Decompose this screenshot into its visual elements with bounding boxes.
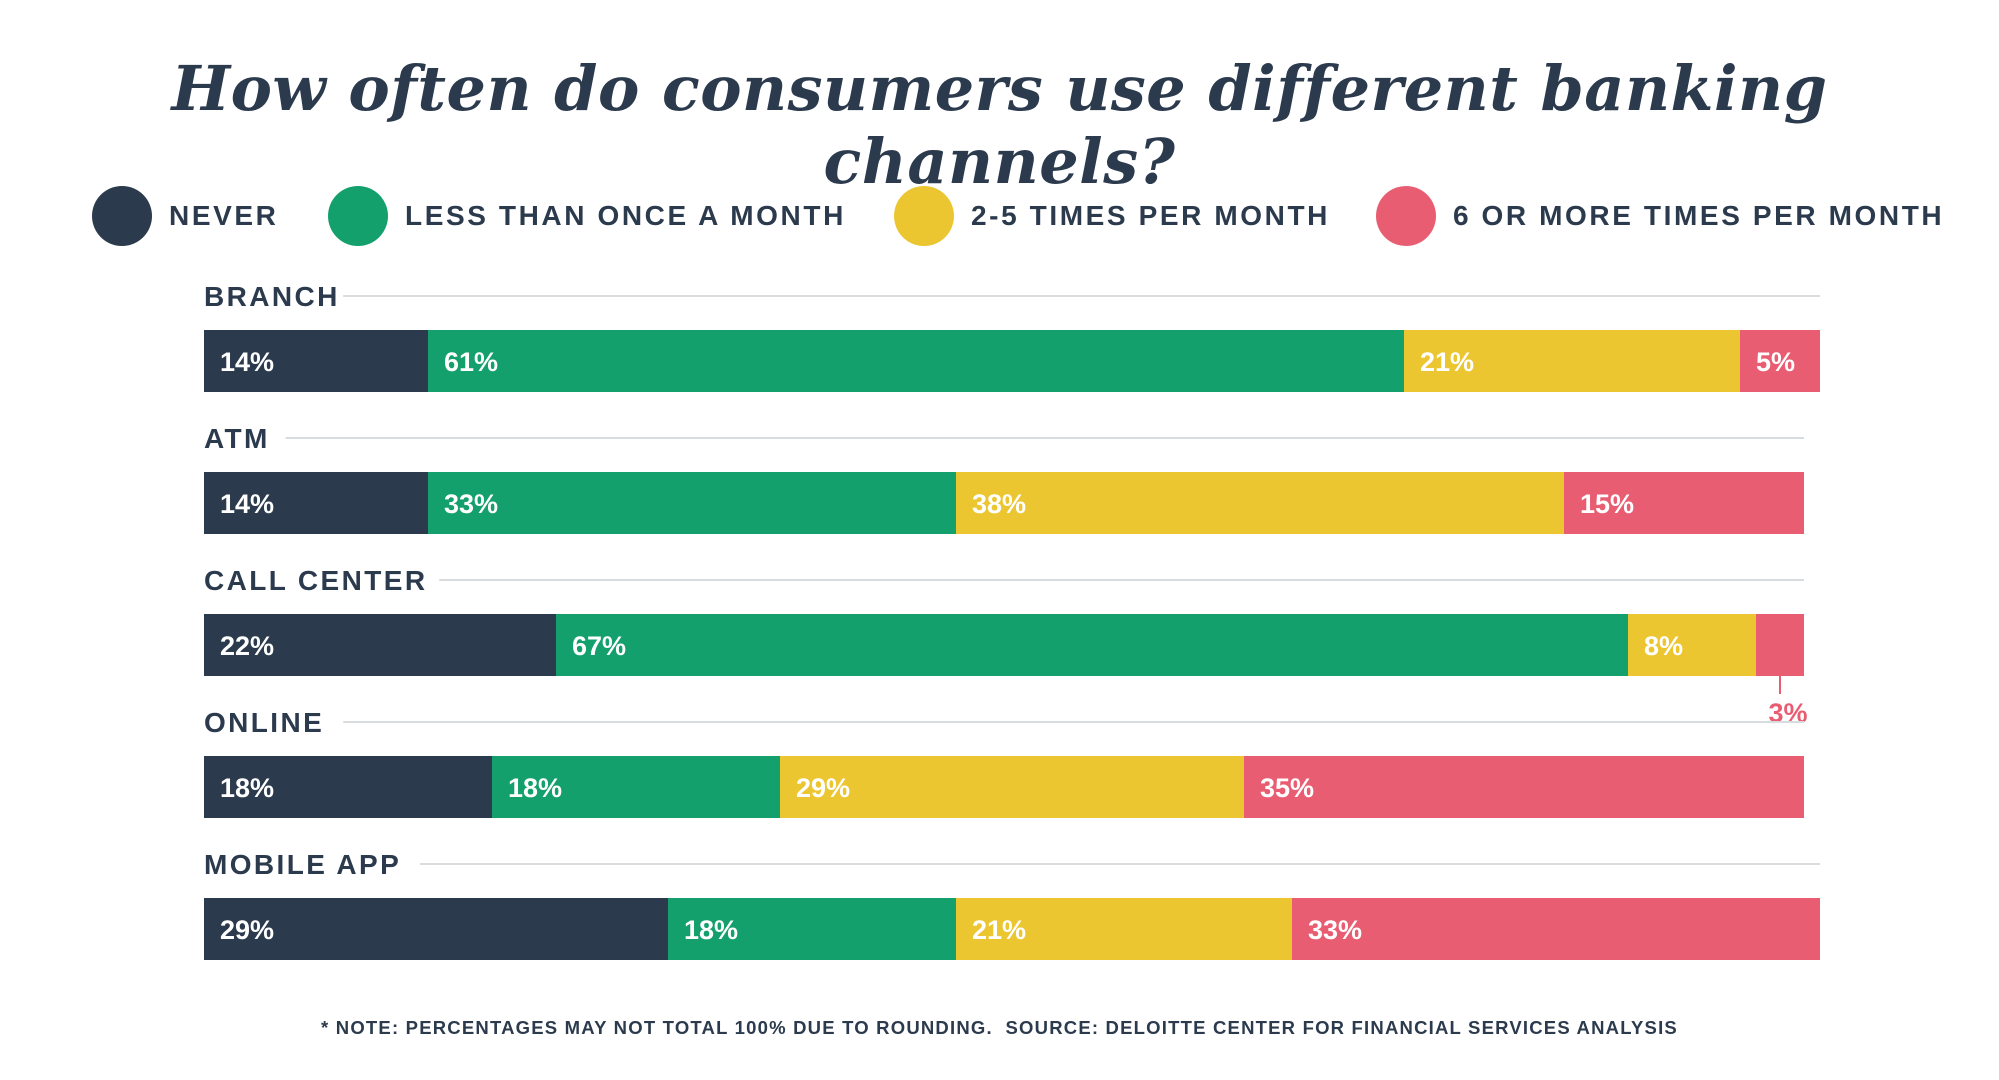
legend-item-less-than-once: LESS THAN ONCE A MONTH [328, 186, 846, 246]
data-label-online-never: 18% [220, 773, 274, 803]
bar-segment-mobile-app-less-than-once-a-month [668, 898, 956, 960]
data-label-atm-less-than-once-a-month: 33% [444, 489, 498, 519]
data-label-online-2-5-times-per-month: 29% [796, 773, 850, 803]
legend-swatch-never [92, 186, 152, 246]
bar-segment-atm-less-than-once-a-month [428, 472, 956, 534]
bar-segment-call-center-6-or-more-times-per-month [1756, 614, 1804, 676]
data-label-call-center-never: 22% [220, 631, 274, 661]
legend-label-2-5-times: 2-5 TIMES PER MONTH [971, 200, 1330, 231]
data-label-call-center-6-or-more-times-per-month: 3% [1768, 698, 1807, 728]
bar-segment-branch-less-than-once-a-month [428, 330, 1404, 392]
data-label-call-center-less-than-once-a-month: 67% [572, 631, 626, 661]
bar-segment-call-center-less-than-once-a-month [556, 614, 1628, 676]
data-label-atm-2-5-times-per-month: 38% [972, 489, 1026, 519]
footnote: * NOTE: PERCENTAGES MAY NOT TOTAL 100% D… [321, 1017, 1678, 1038]
data-label-atm-never: 14% [220, 489, 274, 519]
category-label-call-center: CALL CENTER [204, 565, 427, 596]
bar-segment-branch-never [204, 330, 428, 392]
data-label-branch-never: 14% [220, 347, 274, 377]
bar-segment-mobile-app-2-5-times-per-month [956, 898, 1292, 960]
bar-segment-atm-never [204, 472, 428, 534]
bar-segment-online-2-5-times-per-month [780, 756, 1244, 818]
category-label-branch: BRANCH [204, 281, 340, 312]
category-label-online: ONLINE [204, 707, 324, 738]
bar-segment-call-center-never [204, 614, 556, 676]
data-label-online-less-than-once-a-month: 18% [508, 773, 562, 803]
bar-segment-online-never [204, 756, 492, 818]
bar-segment-atm-2-5-times-per-month [956, 472, 1564, 534]
data-label-branch-2-5-times-per-month: 21% [1420, 347, 1474, 377]
bar-segment-online-less-than-once-a-month [492, 756, 780, 818]
bar-segment-online-6-or-more-times-per-month [1244, 756, 1804, 818]
data-label-atm-6-or-more-times-per-month: 15% [1580, 489, 1634, 519]
legend-item-2-5-times: 2-5 TIMES PER MONTH [894, 186, 1330, 246]
data-label-mobile-app-2-5-times-per-month: 21% [972, 915, 1026, 945]
bar-segment-mobile-app-6-or-more-times-per-month [1292, 898, 1820, 960]
category-label-atm: ATM [204, 423, 270, 454]
legend-label-less-than-once: LESS THAN ONCE A MONTH [405, 200, 846, 231]
legend-item-never: NEVER [92, 186, 278, 246]
bar-segment-branch-2-5-times-per-month [1404, 330, 1740, 392]
legend-label-6-or-more: 6 OR MORE TIMES PER MONTH [1453, 200, 1945, 231]
chart-title: How often do consumers use different ban… [171, 52, 1828, 198]
bar-segment-mobile-app-never [204, 898, 668, 960]
data-label-mobile-app-6-or-more-times-per-month: 33% [1308, 915, 1362, 945]
legend-swatch-less-than-once [328, 186, 388, 246]
data-label-online-6-or-more-times-per-month: 35% [1260, 773, 1314, 803]
legend-item-6-or-more: 6 OR MORE TIMES PER MONTH [1376, 186, 1944, 246]
category-label-mobile-app: MOBILE APP [204, 849, 401, 880]
bar-segment-call-center-2-5-times-per-month [1628, 614, 1756, 676]
data-label-mobile-app-less-than-once-a-month: 18% [684, 915, 738, 945]
legend-label-never: NEVER [169, 200, 279, 231]
data-label-call-center-2-5-times-per-month: 8% [1644, 631, 1683, 661]
bar-segment-atm-6-or-more-times-per-month [1564, 472, 1804, 534]
data-label-branch-6-or-more-times-per-month: 5% [1756, 347, 1795, 377]
data-label-branch-less-than-once-a-month: 61% [444, 347, 498, 377]
data-label-mobile-app-never: 29% [220, 915, 274, 945]
legend-swatch-2-5-times [894, 186, 954, 246]
legend-swatch-6-or-more [1376, 186, 1436, 246]
legend: NEVER LESS THAN ONCE A MONTH 2-5 TIMES P… [92, 186, 1942, 246]
bar-segment-branch-6-or-more-times-per-month [1740, 330, 1820, 392]
